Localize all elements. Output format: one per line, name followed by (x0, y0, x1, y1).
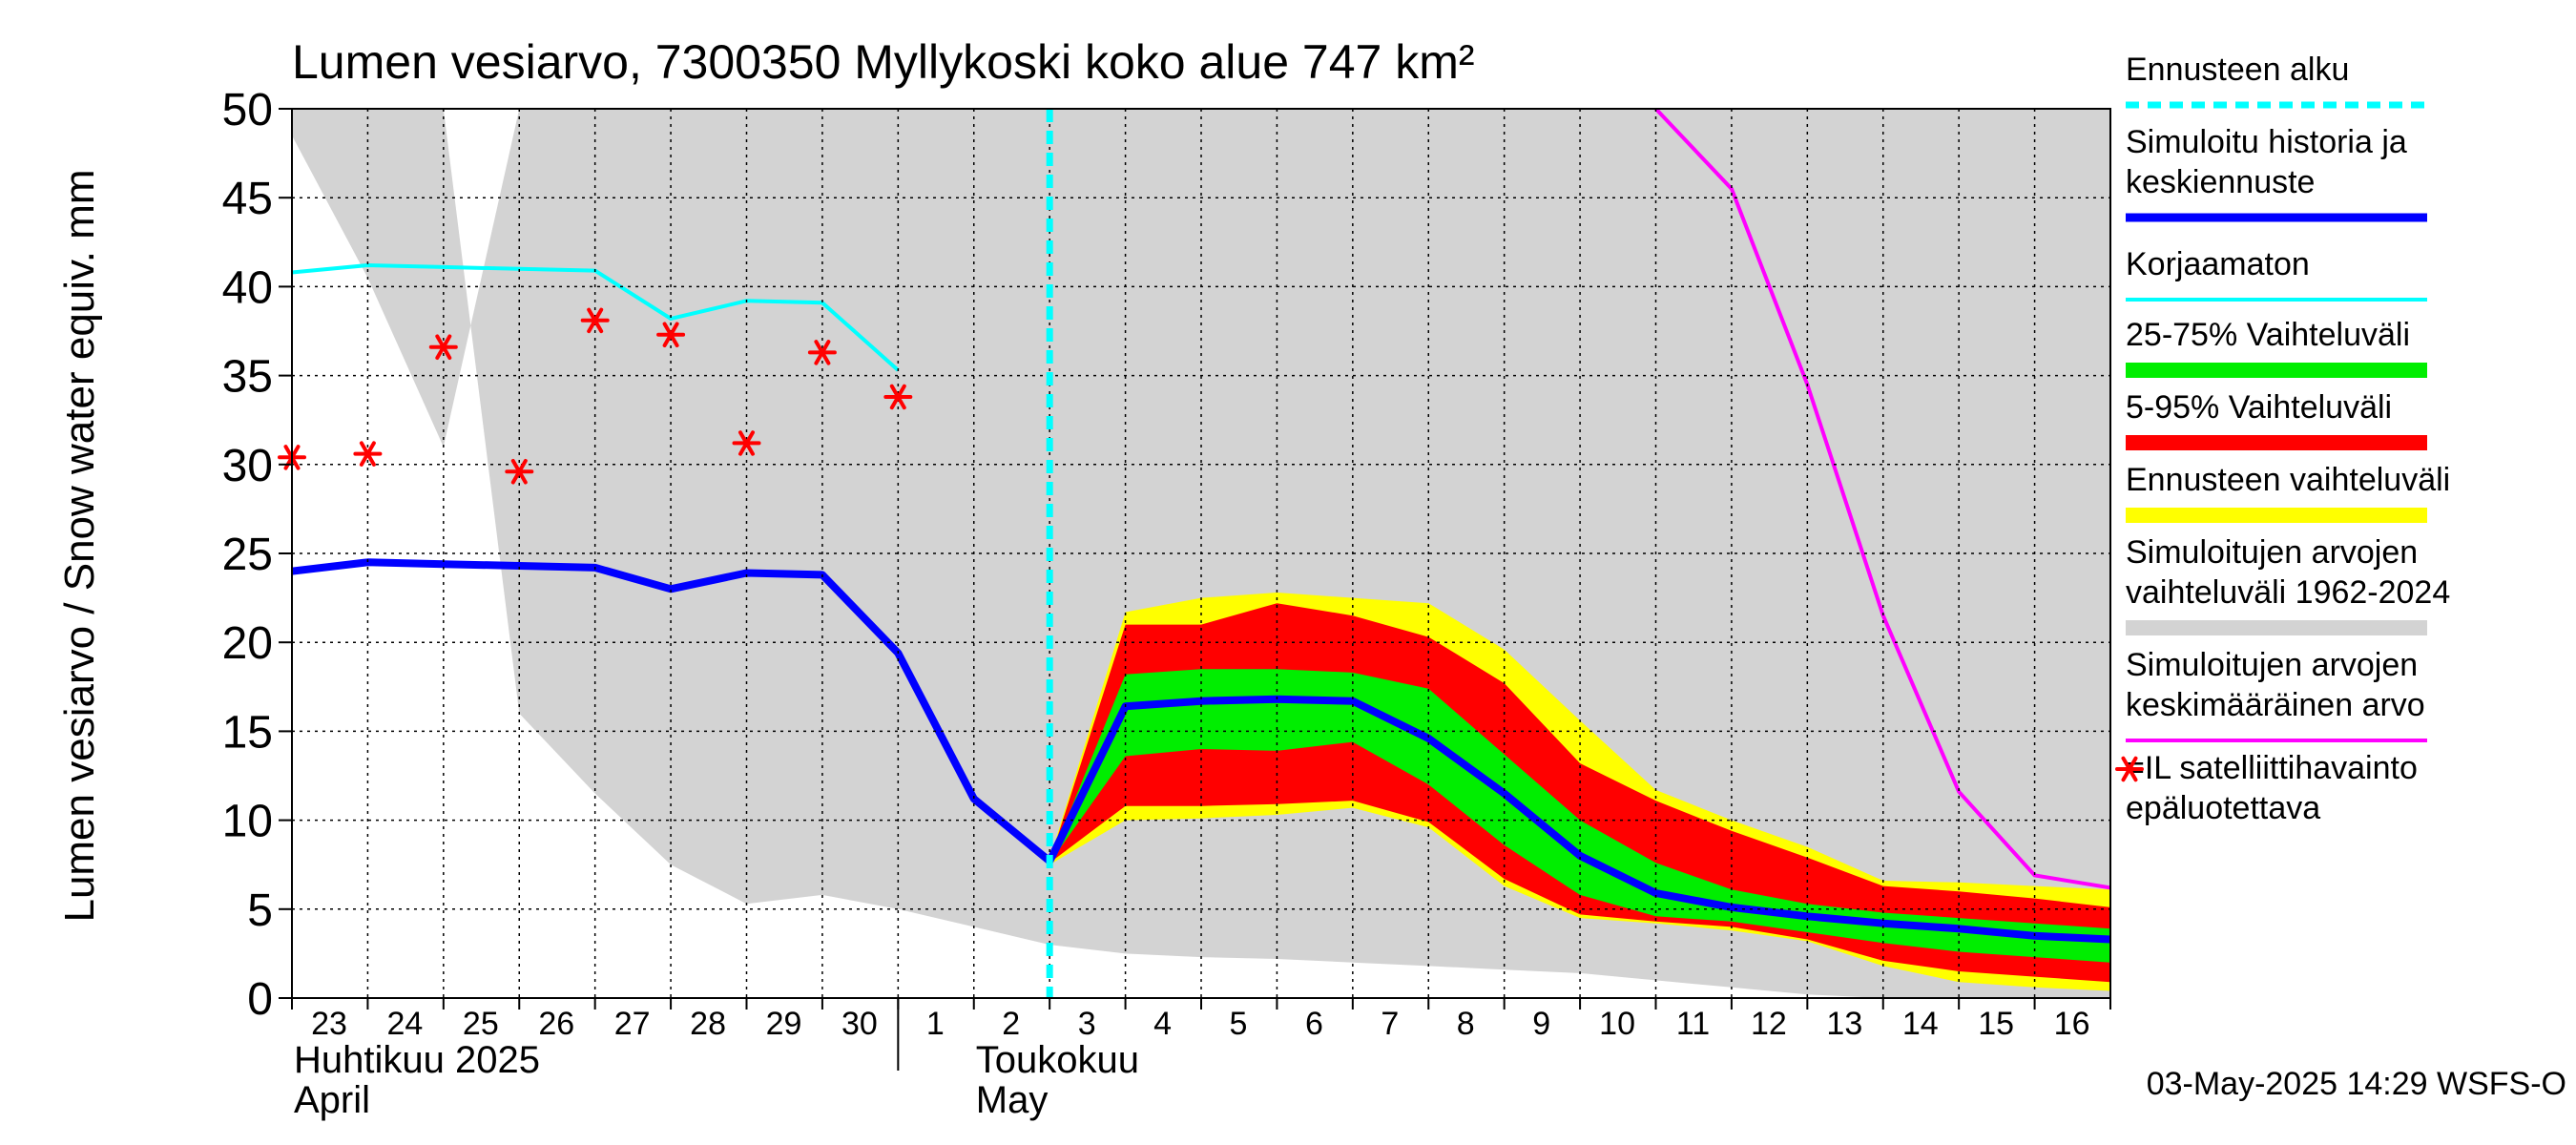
satellite-marker (656, 322, 686, 347)
range-25-75-band (1049, 669, 2110, 963)
month-label-fi: Toukokuu (976, 1039, 1139, 1081)
x-day-label: 2 (1002, 1006, 1020, 1042)
x-day-label: 16 (2054, 1006, 2090, 1042)
y-tick-label: 20 (222, 618, 273, 669)
legend-swatch (2126, 508, 2427, 523)
legend-entry-forecast-range: Ennusteen vaihteluväli (2126, 462, 2450, 523)
x-day-label: 24 (387, 1006, 424, 1042)
x-day-label: 25 (463, 1006, 499, 1042)
satellite-marker (807, 340, 837, 365)
satellite-marker (505, 459, 534, 485)
x-day-label: 1 (926, 1006, 945, 1042)
satellite-marker-stroke (738, 430, 755, 456)
legend-label: Simuloitujen arvojen (2126, 534, 2418, 571)
satellite-marker-stroke (359, 441, 376, 467)
x-day-label: 12 (1751, 1006, 1787, 1042)
satellite-marker (732, 430, 761, 456)
legend-label: epäluotettava (2126, 790, 2320, 826)
x-day-label: 11 (1676, 1006, 1710, 1042)
chart-title: Lumen vesiarvo, 7300350 Myllykoski koko … (292, 35, 1475, 89)
x-day-label: 4 (1153, 1006, 1172, 1042)
satellite-marker (428, 334, 458, 360)
y-axis-label: Lumen vesiarvo / Snow water equiv. mm (56, 169, 103, 922)
y-tick-label: 15 (222, 707, 273, 758)
y-tick-label: 5 (247, 885, 273, 936)
legend-entry-mean: Simuloitujen arvojen keskimääräinen arvo (2126, 647, 2427, 742)
x-day-label: 6 (1305, 1006, 1323, 1042)
legend-label: Simuloitujen arvojen (2126, 647, 2418, 683)
legend-label: keskiennuste (2126, 164, 2315, 200)
month-label-en: May (976, 1079, 1049, 1121)
legend-entry-range-25-75: 25-75% Vaihteluväli (2126, 317, 2427, 378)
plot-area (278, 109, 2110, 998)
y-tick-label: 45 (222, 174, 273, 224)
satellite-marker-stroke (587, 307, 604, 334)
x-day-label: 5 (1230, 1006, 1248, 1042)
legend-swatch (2126, 620, 2427, 635)
x-day-label: 26 (538, 1006, 574, 1042)
legend-swatch (2126, 435, 2427, 450)
y-tick-label: 40 (222, 262, 273, 313)
legend-label: Ennusteen alku (2126, 52, 2349, 88)
legend-entry-satellite: =IL satelliittihavainto epäluotettava (2115, 750, 2418, 826)
x-day-label: 29 (766, 1006, 802, 1042)
legend-label: 5-95% Vaihteluväli (2126, 389, 2392, 426)
footer-timestamp: 03-May-2025 14:29 WSFS-O (2147, 1066, 2566, 1102)
y-tick-label: 10 (222, 797, 273, 847)
satellite-marker (353, 441, 383, 467)
legend-entry-forecast-line: Ennusteen alku (2126, 52, 2427, 109)
y-tick-label: 30 (222, 441, 273, 491)
satellite-marker-stroke (814, 340, 831, 365)
x-day-label: 30 (841, 1006, 878, 1042)
x-day-label: 15 (1978, 1006, 2014, 1042)
y-tick-label: 25 (222, 530, 273, 580)
legend-label: keskimääräinen arvo (2126, 687, 2425, 723)
legend-swatch (2126, 363, 2427, 378)
legend-label: 25-75% Vaihteluväli (2126, 317, 2410, 353)
x-day-label: 10 (1599, 1006, 1635, 1042)
satellite-marker (883, 384, 913, 410)
legend-label: vaihteluväli 1962-2024 (2126, 574, 2450, 611)
x-day-label: 27 (614, 1006, 651, 1042)
satellite-marker-stroke (2121, 756, 2138, 782)
x-day-label: 14 (1902, 1006, 1939, 1042)
legend-label: =IL satelliittihavainto (2126, 750, 2418, 786)
legend-label: Ennusteen vaihteluväli (2126, 462, 2450, 498)
satellite-marker (580, 307, 610, 334)
y-tick-label: 35 (222, 352, 273, 403)
x-day-label: 7 (1381, 1006, 1399, 1042)
legend-marker (2115, 756, 2144, 782)
legend-entry-uncorrected: Korjaamaton (2126, 246, 2427, 302)
y-tick-label: 0 (247, 974, 273, 1025)
legend: Ennusteen alku Simuloitu historia ja keski… (2115, 52, 2450, 826)
month-label-en: April (294, 1079, 370, 1121)
x-day-label: 3 (1078, 1006, 1096, 1042)
satellite-marker-stroke (662, 322, 679, 347)
x-day-label: 13 (1826, 1006, 1862, 1042)
legend-entry-range-5-95: 5-95% Vaihteluväli (2126, 389, 2427, 450)
legend-entry-simulated: Simuloitu historia ja keskiennuste (2126, 124, 2427, 222)
x-day-label: 23 (311, 1006, 347, 1042)
satellite-marker-stroke (510, 459, 528, 485)
legend-label: Korjaamaton (2126, 246, 2310, 282)
x-day-label: 8 (1457, 1006, 1475, 1042)
x-day-label: 28 (690, 1006, 726, 1042)
y-tick-label: 50 (222, 85, 273, 135)
legend-label: Simuloitu historia ja (2126, 124, 2407, 160)
month-label-fi: Huhtikuu 2025 (294, 1039, 540, 1081)
x-day-label: 9 (1532, 1006, 1550, 1042)
satellite-marker-stroke (889, 384, 906, 410)
mean-series-line (1654, 109, 2110, 890)
satellite-marker-stroke (435, 334, 452, 360)
